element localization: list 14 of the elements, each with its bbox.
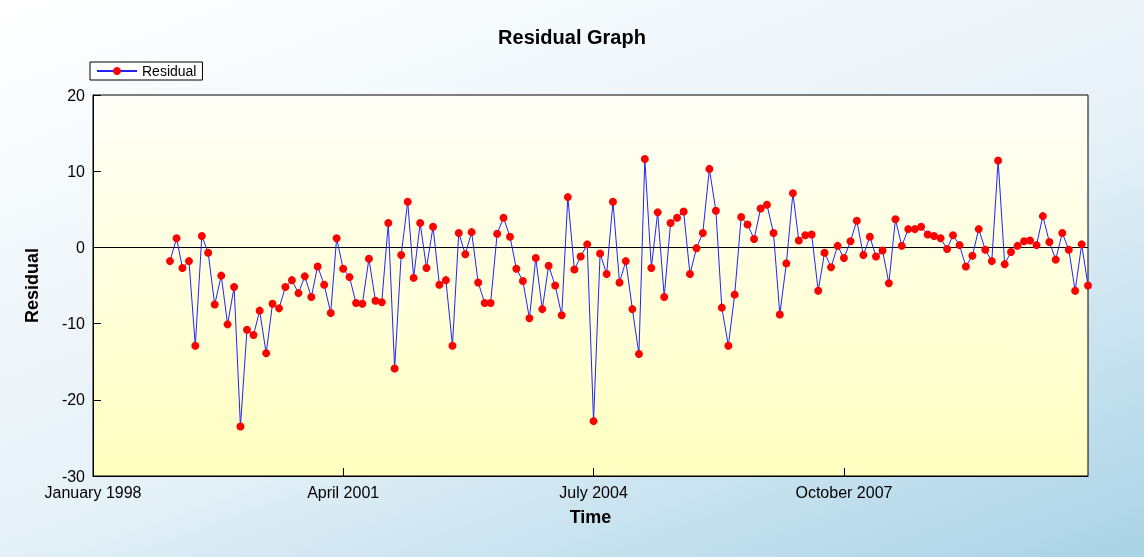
y-tick-label: 10 [67, 162, 86, 180]
x-axis-title: Time [569, 507, 612, 527]
x-tick-label: January 1998 [44, 483, 142, 501]
x-tick-label: July 2004 [559, 483, 628, 501]
y-tick-label: -30 [61, 467, 86, 485]
y-tick-label: -10 [61, 315, 86, 333]
chart-title: Residual Graph [498, 26, 646, 48]
x-tick-label: April 2001 [307, 483, 380, 501]
legend-label: Residual [142, 63, 197, 79]
y-tick-label: 0 [76, 238, 86, 256]
y-axis-title: Residual [22, 247, 42, 324]
y-tick-label: 20 [67, 86, 86, 104]
y-tick-label: -20 [61, 391, 86, 409]
x-tick-label: October 2007 [795, 483, 893, 501]
